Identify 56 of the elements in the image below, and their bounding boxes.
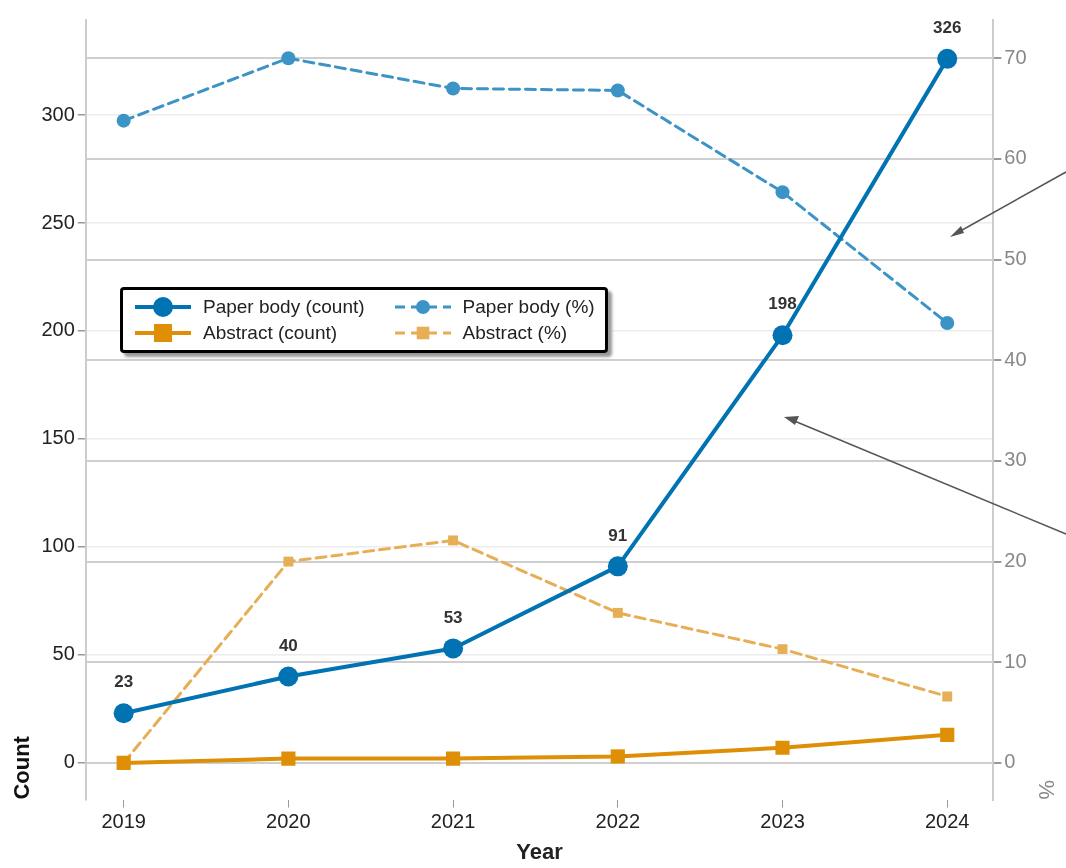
y-axis-title: Count <box>9 735 35 800</box>
y-tick-label: 50 <box>52 642 75 665</box>
y2-tick-label: 40 <box>1004 347 1027 370</box>
y2-tick-label: 0 <box>1004 750 1016 773</box>
x-tick-label: 2023 <box>760 810 805 833</box>
point <box>610 83 625 98</box>
legend-label: Paper body (count) <box>203 296 365 318</box>
point <box>940 315 955 330</box>
point <box>281 751 296 766</box>
point <box>942 691 953 702</box>
data-label: 53 <box>443 607 463 627</box>
point <box>283 556 294 567</box>
point <box>113 703 134 724</box>
y2-tick-label: 50 <box>1004 247 1027 270</box>
point <box>775 185 790 200</box>
data-label: 40 <box>278 635 298 655</box>
legend-label: Paper body (%) <box>462 296 595 318</box>
data-label: 198 <box>768 294 797 314</box>
point <box>443 638 464 659</box>
data-label: 91 <box>608 525 628 545</box>
point <box>116 113 131 128</box>
point <box>278 666 299 687</box>
point <box>448 535 459 546</box>
x-axis-title: Year <box>516 838 564 864</box>
point <box>940 727 955 742</box>
point <box>446 81 461 96</box>
x-tick-label: 2021 <box>430 810 476 833</box>
data-label: 326 <box>933 18 962 38</box>
point <box>607 556 628 577</box>
y2-tick-label: 20 <box>1004 549 1027 572</box>
point <box>446 751 461 766</box>
y2-tick-label: 60 <box>1004 146 1027 169</box>
point <box>281 51 296 66</box>
y2-tick-label: 30 <box>1004 448 1027 471</box>
y-tick-label: 0 <box>63 750 75 773</box>
x-tick-label: 2020 <box>266 810 311 833</box>
y-tick-label: 150 <box>41 426 75 449</box>
point <box>775 740 790 755</box>
y-tick-label: 100 <box>41 534 75 557</box>
point <box>772 325 793 346</box>
y2-axis-title: % <box>1033 780 1059 800</box>
point <box>612 607 623 618</box>
y2-tick-label: 70 <box>1004 45 1027 68</box>
point <box>777 644 788 655</box>
x-tick-label: 2024 <box>924 810 970 833</box>
y-tick-label: 250 <box>41 210 75 233</box>
x-tick-label: 2022 <box>595 810 641 833</box>
data-label: 23 <box>114 672 134 692</box>
point <box>937 48 958 69</box>
legend-label: Abstract (count) <box>203 322 338 344</box>
y2-tick-label: 10 <box>1004 649 1027 672</box>
x-tick-label: 2019 <box>101 810 146 833</box>
legend-label: Abstract (%) <box>462 322 568 344</box>
y-tick-label: 300 <box>41 102 75 125</box>
point <box>610 749 625 764</box>
y-tick-label: 200 <box>41 318 75 341</box>
